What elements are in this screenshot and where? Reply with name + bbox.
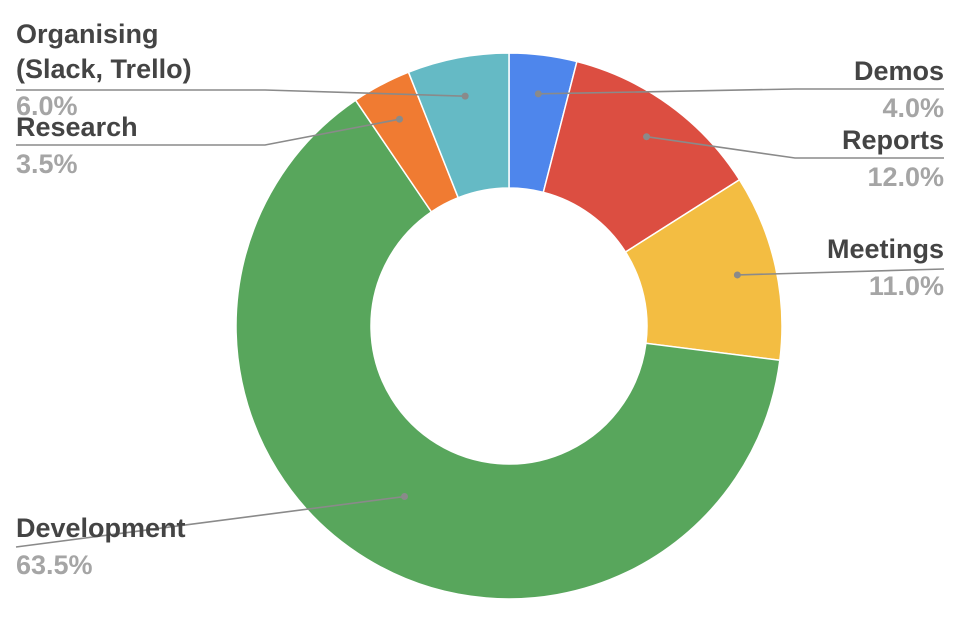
leader-line-development	[15, 495, 405, 548]
labels-group: Demos 4.0%Reports 12.0% Meetings 11.0% Develo…	[16, 19, 944, 580]
slice-label-meetings: Meetings	[827, 234, 944, 264]
slice-label-demos: Demos	[854, 56, 944, 86]
slice-value-organising-slack-trello: 6.0%	[16, 91, 78, 121]
leader-line-reports	[646, 135, 944, 159]
slice-label-organising-slack-trello: Organising (Slack, Trello)	[16, 19, 192, 84]
slice-value-demos: 4.0%	[882, 93, 944, 123]
slice-value-development: 63.5%	[16, 550, 93, 580]
leader-dot-research	[396, 115, 404, 123]
leader-line-meetings	[737, 268, 945, 276]
slice-value-research: 3.5%	[16, 149, 78, 179]
slice-organising-slack-trello	[407, 52, 510, 199]
leader-line-organising-slack-trello	[16, 89, 466, 97]
leader-dot-meetings	[733, 271, 741, 279]
slices-group	[235, 52, 783, 600]
slice-label-development: Development	[16, 513, 186, 543]
slice-label-reports: Reports	[842, 125, 944, 155]
leader-dot-demos	[534, 90, 542, 98]
leader-dot-organising-slack-trello	[461, 92, 469, 100]
slice-value-meetings: 11.0%	[869, 271, 944, 301]
leader-dot-reports	[643, 133, 651, 141]
slice-value-reports: 12.0%	[867, 162, 944, 192]
slice-label-research: Research	[16, 112, 138, 142]
leader-line-research	[16, 118, 400, 146]
leader-lines-group	[15, 88, 945, 548]
leader-dot-development	[401, 493, 409, 501]
slice-development	[235, 99, 781, 600]
leader-line-demos	[538, 88, 944, 95]
